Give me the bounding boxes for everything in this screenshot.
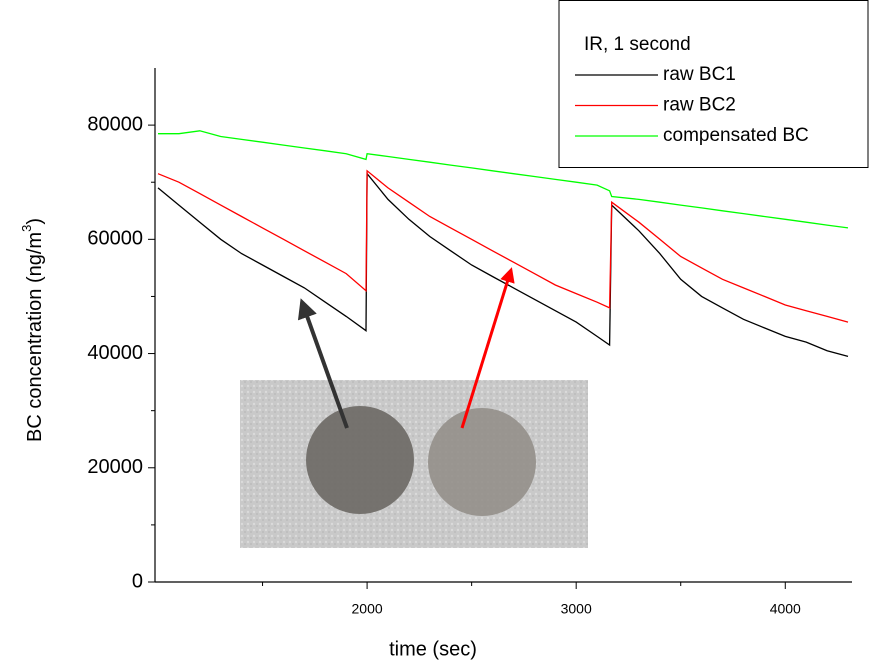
- y-tick-label: 60000: [87, 228, 143, 250]
- legend-label: raw BC2: [663, 95, 736, 116]
- legend-label: compensated BC: [663, 125, 809, 146]
- legend: IR, 1 second raw BC1 raw BC2 compensated B…: [558, 0, 869, 168]
- legend-label: raw BC1: [663, 64, 736, 85]
- y-label-sup: 3: [19, 225, 34, 232]
- arrow-bc2: [460, 267, 515, 429]
- series-line: [157, 169, 849, 323]
- x-axis-label: time (sec): [389, 638, 477, 660]
- x-tick-label: 3000: [561, 601, 592, 617]
- legend-title: IR, 1 second: [584, 34, 691, 55]
- y-tick-label: 0: [132, 570, 143, 592]
- inset-photo: [240, 380, 588, 548]
- plot-area: 0 20000 40000 60000 80000 2000 3000 4000: [87, 68, 852, 617]
- y-axis-label: BC concentration (ng/m3): [19, 218, 46, 442]
- y-tick-label: 20000: [87, 456, 143, 478]
- x-tick-label: 4000: [770, 601, 801, 617]
- y-tick-label: 80000: [87, 113, 143, 135]
- series-line: [157, 171, 849, 358]
- y-label-end: ): [24, 218, 46, 225]
- arrow-bc1: [297, 298, 349, 429]
- x-tick-label: 2000: [352, 601, 383, 617]
- spot-1: [306, 406, 414, 514]
- y-tick-label: 40000: [87, 342, 143, 364]
- spot-2: [428, 408, 536, 516]
- series-line: [158, 130, 849, 229]
- y-label-text: BC concentration (ng/m: [24, 232, 46, 442]
- legend-box: [558, 0, 869, 168]
